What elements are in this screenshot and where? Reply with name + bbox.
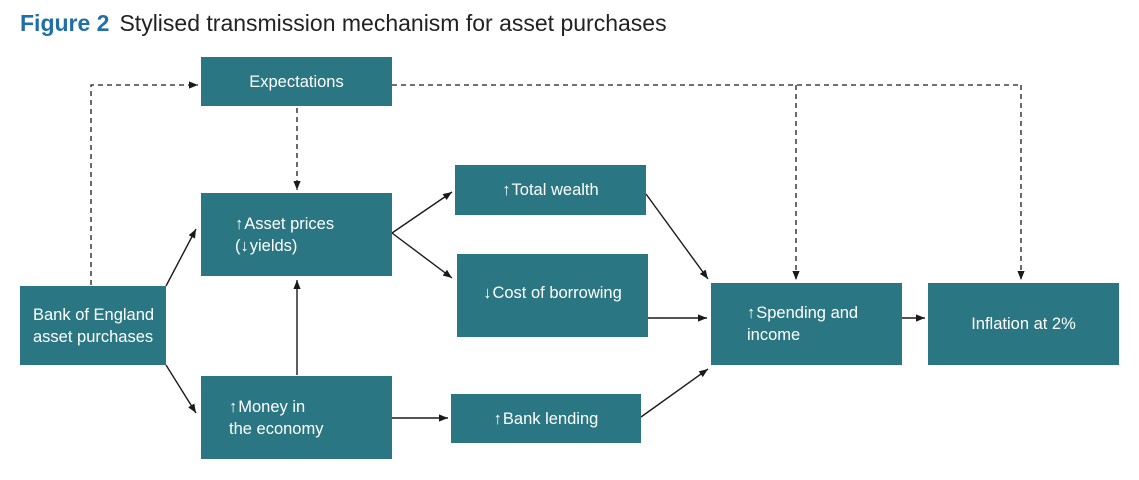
up-arrow-icon: ↑ (747, 304, 756, 322)
figure-label: Figure 2 (20, 10, 110, 36)
node-total-wealth-label: ↑Total wealth (502, 181, 599, 199)
node-cost-of-borrowing-label: ↓Cost of borrowing (483, 283, 622, 302)
node-bank-of-england-line1: Bank of England (33, 305, 155, 324)
arrow-asset-prices-to-cost-of-borrowing (391, 232, 453, 279)
arrow-boe-to-money (165, 364, 197, 414)
node-money-line2: the economy (229, 419, 324, 438)
node-money-line1: ↑Money in (229, 397, 306, 416)
node-bank-lending: ↑Bank lending (451, 394, 641, 443)
node-asset-prices: ↑Asset prices (↓yields) (201, 193, 392, 276)
down-arrow-icon: ↓ (483, 283, 492, 302)
node-spending-line1: ↑Spending and (747, 304, 859, 322)
node-bank-of-england: Bank of England asset purchases (20, 286, 166, 365)
figure-title: Stylised transmission mechanism for asse… (119, 10, 667, 36)
node-spending-line2: income (747, 326, 801, 344)
up-arrow-icon: ↑ (229, 397, 238, 416)
arrow-bank-lending-to-spending (640, 368, 709, 418)
node-inflation: Inflation at 2% (928, 283, 1119, 365)
up-arrow-icon: ↑ (502, 181, 511, 199)
up-arrow-icon: ↑ (493, 409, 502, 428)
down-arrow-icon: ↓ (240, 236, 249, 255)
arrow-boe-to-asset-prices (165, 228, 197, 287)
node-money-in-economy: ↑Money in the economy (201, 376, 392, 459)
node-bank-lending-label: ↑Bank lending (493, 409, 599, 428)
dashed-arrow-boe-to-expectations (90, 81, 198, 285)
node-asset-prices-line1: ↑Asset prices (235, 214, 335, 233)
arrow-total-wealth-to-spending (645, 193, 709, 280)
node-expectations: Expectations (201, 57, 392, 106)
node-spending-and-income: ↑Spending and income (711, 283, 902, 365)
node-expectations-label: Expectations (249, 72, 344, 91)
node-cost-of-borrowing: ↓Cost of borrowing (457, 254, 648, 337)
arrow-asset-prices-to-total-wealth (391, 191, 453, 234)
node-inflation-label: Inflation at 2% (971, 315, 1076, 333)
figure-title-row: Figure 2 Stylised transmission mechanism … (20, 8, 667, 38)
up-arrow-icon: ↑ (235, 214, 244, 233)
node-asset-prices-line2: (↓yields) (235, 236, 298, 255)
node-total-wealth: ↑Total wealth (455, 165, 646, 215)
node-bank-of-england-line2: asset purchases (33, 327, 154, 346)
